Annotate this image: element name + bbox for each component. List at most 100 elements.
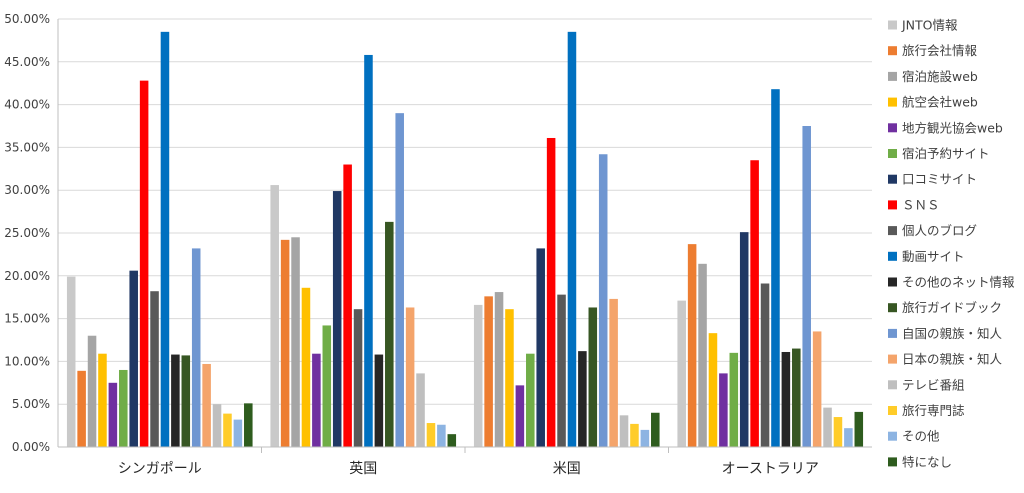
legend-label: その他 (902, 429, 940, 444)
legend-swatch (888, 123, 897, 133)
legend-label: 動画サイト (902, 249, 965, 264)
bar-3-16 (844, 428, 853, 447)
bar-3-11 (792, 348, 801, 447)
bar-1-9 (364, 54, 373, 448)
bar-1-16 (437, 424, 446, 447)
bar-1-7 (343, 164, 352, 447)
x-category-label: オーストラリア (722, 461, 819, 477)
legend-item: 地方観光協会web (888, 120, 1003, 135)
legend-swatch (888, 71, 897, 81)
bar-2-15 (630, 423, 639, 447)
legend-label: 宿泊予約サイト (902, 146, 990, 161)
bar-2-7 (546, 137, 556, 447)
legend-item: 個人のブログ (888, 223, 977, 238)
bar-3-2 (698, 263, 707, 447)
bar-1-14 (416, 373, 425, 447)
legend-label: テレビ番組 (902, 377, 965, 392)
bar-2-5 (526, 353, 535, 447)
legend-item: 日本の親族・知人 (888, 352, 1003, 367)
y-tick-label: 45.00% (4, 55, 50, 69)
legend-item: 旅行会社情報 (888, 43, 978, 58)
bar-1-4 (312, 353, 321, 447)
legend-swatch (888, 200, 897, 210)
bar-2-3 (505, 309, 514, 447)
legend-label: 日本の親族・知人 (902, 352, 1003, 367)
bar-1-1 (280, 239, 290, 447)
legend-label: 地方観光協会web (902, 120, 1003, 135)
y-tick-label: 25.00% (4, 226, 50, 240)
bar-3-17 (854, 411, 864, 447)
bar-3-0 (677, 300, 686, 447)
x-category-label: シンガポール (118, 461, 202, 477)
bar-1-5 (322, 325, 332, 447)
legend-label: 口コミサイト (902, 172, 977, 187)
legend-item: JNTO情報 (888, 18, 958, 33)
bar-1-8 (353, 309, 363, 447)
legend-label: 個人のブログ (902, 223, 977, 238)
legend-swatch (888, 277, 897, 287)
legend-swatch (888, 46, 897, 56)
legend-item: 宿泊予約サイト (888, 146, 990, 161)
legend-swatch (888, 149, 897, 158)
bar-1-6 (332, 191, 342, 447)
legend-swatch (888, 226, 897, 236)
legend-item: その他 (888, 429, 940, 444)
bar-2-13 (609, 298, 618, 447)
bar-0-1 (77, 370, 86, 447)
legend-item: 旅行専門誌 (888, 403, 965, 418)
x-category-label: 英国 (349, 460, 377, 477)
x-axis: シンガポール 英国 米国 オーストラリア (58, 446, 872, 477)
legend-item: ＳＮＳ (888, 197, 940, 212)
bar-2-9 (567, 31, 577, 448)
bar-3-7 (750, 160, 759, 448)
legend-swatch (888, 97, 897, 107)
bar-2-0 (473, 304, 483, 447)
bar-1-15 (426, 423, 436, 447)
bar-0-11 (181, 355, 191, 447)
bar-1-2 (291, 237, 300, 447)
legend-swatch (888, 380, 897, 390)
legend-item: 旅行ガイドブック (888, 300, 1002, 315)
legend-item: 動画サイト (888, 249, 965, 264)
bar-3-9 (771, 89, 780, 447)
legend-swatch (888, 251, 897, 261)
legend-label: 旅行会社情報 (902, 43, 978, 58)
y-tick-label: 10.00% (4, 354, 50, 368)
bar-1-12 (395, 113, 404, 447)
bar-1-0 (270, 185, 279, 447)
bar-3-12 (802, 126, 811, 447)
legend-label: 旅行専門誌 (902, 403, 965, 418)
y-tick-label: 5.00% (12, 397, 50, 411)
bar-1-10 (374, 354, 384, 447)
bar-3-4 (719, 373, 728, 447)
bar-3-5 (729, 352, 739, 447)
legend-label: その他のネット情報 (902, 275, 1015, 290)
y-tick-label: 40.00% (4, 98, 50, 112)
y-tick-label: 50.00% (4, 12, 50, 26)
bar-0-3 (98, 353, 107, 447)
bar-2-12 (598, 154, 608, 448)
legend-item: テレビ番組 (888, 377, 965, 392)
bar-0-14 (212, 404, 222, 447)
legend-label: 旅行ガイドブック (902, 300, 1002, 315)
bar-0-2 (87, 335, 97, 447)
legend-item: 口コミサイト (888, 172, 977, 187)
legend-swatch (888, 354, 897, 364)
bar-3-8 (760, 283, 770, 447)
grid-lines (58, 18, 872, 405)
bar-0-4 (108, 382, 118, 447)
legend-label: ＳＮＳ (902, 197, 940, 212)
legend-swatch (888, 431, 897, 441)
bar-0-12 (191, 248, 201, 447)
y-tick-label: 30.00% (4, 183, 50, 197)
bar-0-7 (139, 80, 149, 447)
bar-2-6 (536, 248, 545, 447)
legend-label: 宿泊施設web (902, 69, 978, 84)
bar-0-0 (66, 276, 76, 447)
bar-0-8 (150, 291, 159, 447)
legend-swatch (888, 20, 897, 30)
legend-label: JNTO情報 (901, 18, 958, 33)
legend-label: 特になし (902, 454, 952, 469)
bar-0-10 (171, 354, 180, 447)
